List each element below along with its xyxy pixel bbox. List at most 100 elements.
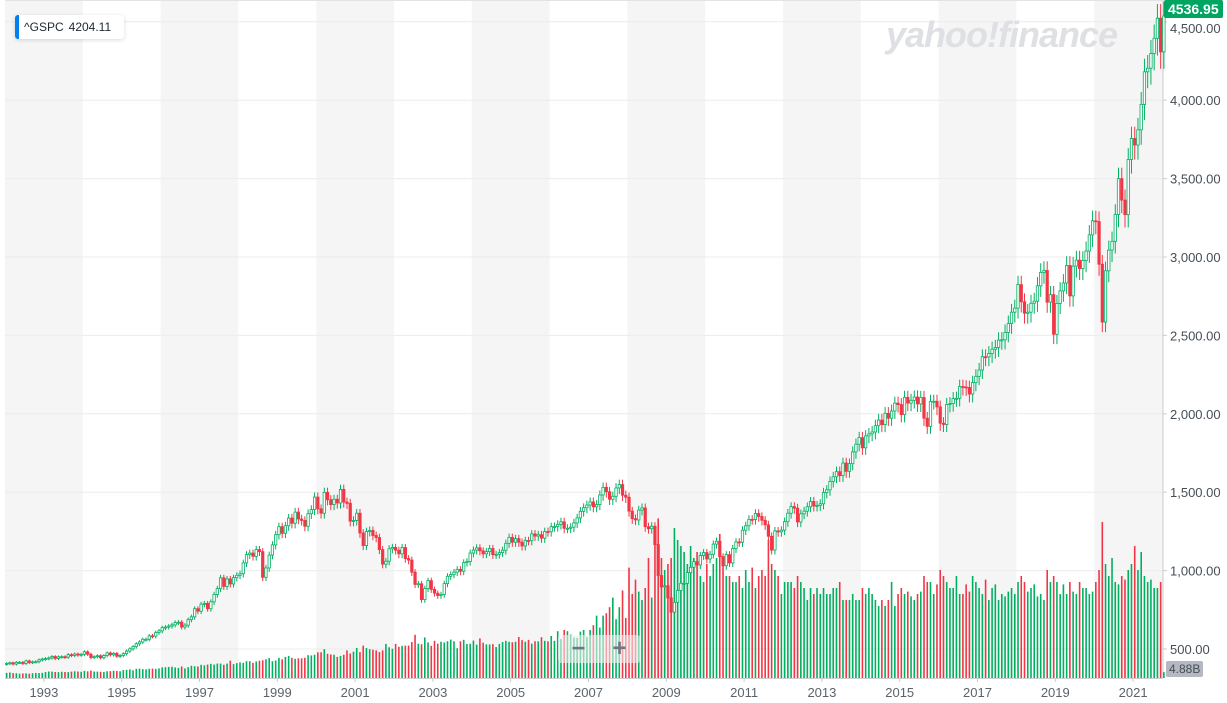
candle-body bbox=[296, 511, 300, 520]
volume-bar bbox=[1007, 591, 1010, 678]
volume-bar bbox=[469, 643, 471, 678]
candle-body bbox=[565, 527, 570, 530]
x-tick-label: 2011 bbox=[730, 685, 758, 700]
volume-bar bbox=[722, 558, 724, 678]
volume-bar bbox=[553, 640, 556, 678]
volume-bar bbox=[216, 663, 219, 678]
volume-bar bbox=[1001, 594, 1003, 678]
candle-body bbox=[131, 646, 135, 650]
candle-body bbox=[238, 573, 242, 576]
volume-bar bbox=[44, 672, 47, 678]
volume-bar bbox=[242, 662, 245, 678]
volume-bar bbox=[913, 600, 916, 678]
candle-body bbox=[157, 630, 161, 633]
candle-body bbox=[1029, 302, 1033, 313]
candle-body bbox=[601, 486, 605, 496]
candle-body bbox=[371, 530, 375, 536]
volume-bar bbox=[731, 582, 734, 678]
volume-bar bbox=[307, 655, 309, 678]
volume-bar bbox=[835, 588, 838, 678]
volume-bar bbox=[540, 637, 543, 678]
volume-bar bbox=[223, 664, 225, 678]
candle-body bbox=[996, 339, 1001, 348]
volume-bar bbox=[511, 642, 514, 678]
candle-body bbox=[1142, 71, 1147, 105]
candle-body bbox=[990, 348, 994, 354]
candle-body bbox=[491, 548, 495, 556]
candle-body bbox=[439, 594, 443, 596]
volume-bar bbox=[129, 669, 131, 678]
background-band bbox=[5, 0, 83, 678]
volume-bar bbox=[641, 600, 643, 678]
candle-body bbox=[1026, 311, 1030, 314]
candle-body bbox=[938, 406, 942, 424]
volume-bar bbox=[148, 668, 151, 678]
candle-body bbox=[964, 386, 968, 389]
candle-body bbox=[500, 549, 505, 553]
candle-body bbox=[121, 653, 125, 656]
candle-body bbox=[536, 534, 540, 537]
candle-body bbox=[196, 608, 200, 612]
candle-body bbox=[345, 501, 349, 504]
candle-body bbox=[82, 651, 87, 655]
volume-bar bbox=[1143, 576, 1146, 678]
candle-body bbox=[416, 583, 420, 586]
candle-body bbox=[1152, 37, 1156, 54]
candle-body bbox=[971, 382, 975, 395]
volume-bar bbox=[488, 644, 491, 678]
volume-bar bbox=[738, 576, 741, 678]
volume-bar bbox=[809, 588, 812, 678]
volume-bar bbox=[929, 582, 932, 678]
volume-bar bbox=[57, 672, 60, 678]
zoom-out-button[interactable]: − bbox=[571, 635, 586, 662]
volume-bar bbox=[180, 666, 183, 678]
candle-body bbox=[419, 583, 424, 601]
volume-bar bbox=[748, 582, 750, 678]
volume-bar bbox=[248, 661, 251, 678]
candle-body bbox=[1048, 294, 1053, 303]
candle-body bbox=[912, 396, 916, 401]
candle-body bbox=[935, 400, 939, 408]
volume-bar bbox=[375, 650, 377, 678]
candle-body bbox=[945, 403, 949, 425]
volume-bar bbox=[663, 570, 666, 678]
volume-bar bbox=[440, 641, 442, 678]
volume-bar bbox=[187, 667, 189, 678]
zoom-in-button[interactable]: + bbox=[612, 635, 627, 662]
candle-body bbox=[21, 661, 25, 664]
candle-body bbox=[1126, 159, 1130, 216]
volume-bar bbox=[90, 670, 92, 678]
candle-body bbox=[909, 399, 913, 404]
volume-bar bbox=[93, 671, 95, 678]
candle-body bbox=[1016, 284, 1020, 309]
volume-bar bbox=[372, 649, 374, 678]
y-tick-label: 4,500.00 bbox=[1170, 21, 1221, 36]
candle-body bbox=[954, 397, 959, 400]
candle-body bbox=[189, 616, 193, 621]
volume-bar bbox=[423, 637, 426, 678]
candle-body bbox=[319, 508, 323, 514]
candle-body bbox=[436, 592, 440, 596]
volume-bar bbox=[1104, 564, 1107, 678]
volume-bar bbox=[864, 594, 867, 678]
volume-bar bbox=[890, 582, 893, 678]
candle-body bbox=[222, 577, 226, 587]
candle-body bbox=[718, 540, 722, 558]
candle-body bbox=[147, 635, 151, 640]
candle-body bbox=[582, 507, 586, 512]
candle-body bbox=[744, 525, 748, 531]
volume-bar bbox=[459, 641, 462, 678]
candle-body bbox=[497, 552, 501, 555]
candle-body bbox=[455, 568, 459, 573]
volume-bar bbox=[647, 558, 650, 678]
candle-body bbox=[66, 654, 70, 658]
x-tick-label: 2013 bbox=[807, 685, 836, 700]
candle-body bbox=[481, 550, 485, 555]
candle-body bbox=[844, 462, 848, 472]
volume-bar bbox=[22, 673, 24, 678]
candle-body bbox=[267, 554, 271, 569]
volume-bar bbox=[1075, 594, 1078, 678]
candle-body bbox=[786, 512, 790, 523]
